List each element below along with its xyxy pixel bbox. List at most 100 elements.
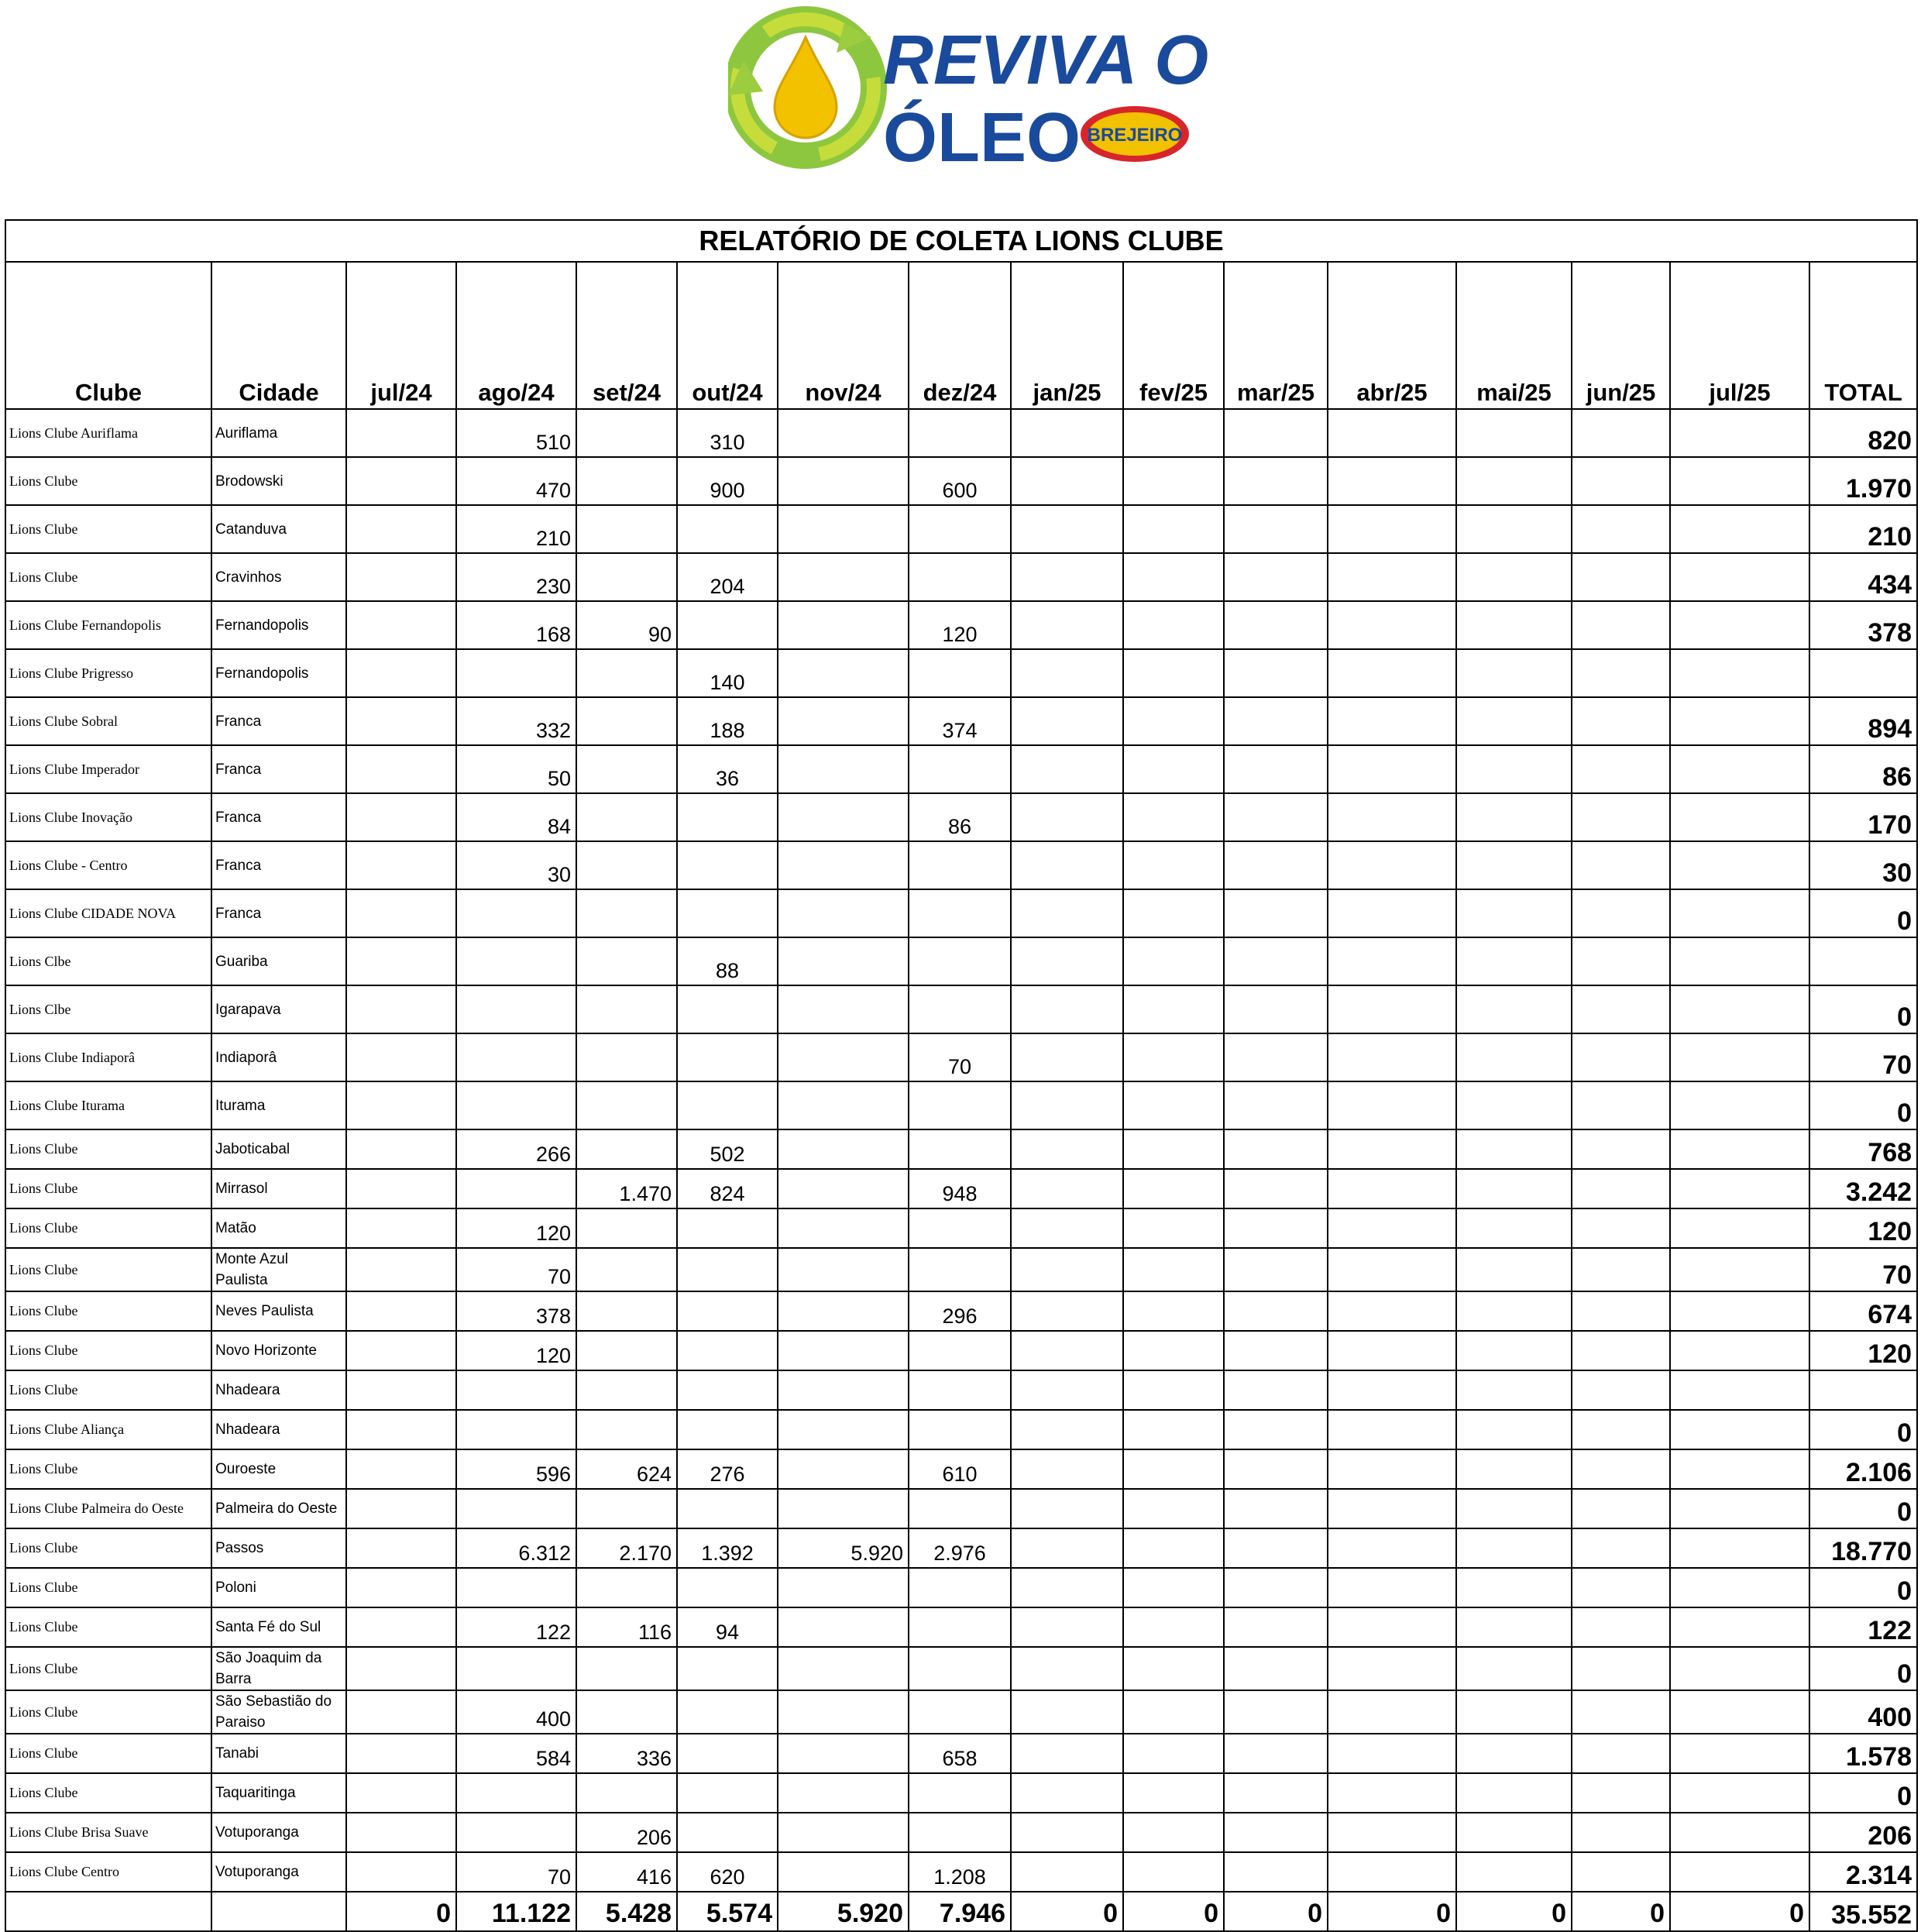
month-value <box>1669 1851 1810 1892</box>
month-value <box>1327 1772 1457 1813</box>
month-value: 1.208 <box>908 1851 1012 1892</box>
month-value <box>1571 1690 1671 1734</box>
table-row: Lions Clube Poloni 0 <box>5 1567 1919 1608</box>
month-value <box>1571 889 1671 938</box>
table-row: Lions Clube Taquaritinga 0 <box>5 1772 1919 1813</box>
month-value <box>676 1812 778 1853</box>
month-value <box>576 456 678 506</box>
month-value <box>1223 1291 1328 1332</box>
month-value <box>1669 985 1810 1034</box>
month-value: 206 <box>576 1812 678 1853</box>
row-total: 378 <box>1808 600 1919 650</box>
report-title: RELATÓRIO DE COLETA LIONS CLUBE <box>4 219 1919 263</box>
month-value <box>777 408 909 458</box>
club-name: Lions Clube Aliança <box>5 1409 212 1450</box>
month-value <box>1122 744 1225 794</box>
table-row: Lions Clube Indiaporâ Indiaporâ 70 70 <box>5 1033 1919 1082</box>
month-value <box>1669 1449 1810 1490</box>
month-value <box>1669 1409 1810 1450</box>
month-total: 0 <box>1669 1891 1810 1932</box>
table-row: Lions Clube Catanduva 210 210 <box>5 504 1919 554</box>
city-name: Matão <box>211 1208 347 1249</box>
month-value <box>1223 696 1328 746</box>
month-value <box>1669 792 1810 842</box>
month-value <box>1571 1291 1671 1332</box>
month-value <box>1327 1291 1457 1332</box>
city-name: São Joaquim da Barra <box>211 1646 347 1691</box>
month-value <box>1455 1409 1572 1450</box>
month-value <box>1571 841 1671 890</box>
column-header: abr/25 <box>1327 261 1457 410</box>
club-name: Lions Clube <box>5 1291 212 1332</box>
month-value <box>1327 552 1457 602</box>
month-value <box>1327 1168 1457 1209</box>
month-value <box>1455 841 1572 890</box>
month-value <box>1571 648 1671 698</box>
month-value <box>908 1129 1012 1170</box>
month-value <box>1571 552 1671 602</box>
city-name: Indiaporâ <box>211 1033 347 1082</box>
table-row: Lions Clube Inovação Franca 84 86 170 <box>5 792 1919 842</box>
city-name: Guariba <box>211 937 347 986</box>
month-value <box>576 1247 678 1292</box>
month-value <box>1223 1208 1328 1249</box>
month-value <box>676 841 778 890</box>
month-value <box>1669 1330 1810 1371</box>
recycle-arrows-icon <box>728 6 887 169</box>
table-row: Lions Clube Matão 120 120 <box>5 1208 1919 1249</box>
month-value: 310 <box>676 408 778 458</box>
month-value: 210 <box>455 504 577 554</box>
month-value: 502 <box>676 1129 778 1170</box>
table-row: Lions Clube Jaboticabal 266 502 768 <box>5 1129 1919 1170</box>
row-total: 768 <box>1808 1129 1919 1170</box>
month-value <box>1455 889 1572 938</box>
month-value: 120 <box>455 1330 577 1371</box>
month-value <box>1010 889 1124 938</box>
month-value <box>345 1646 457 1691</box>
column-header: fev/25 <box>1122 261 1225 410</box>
month-value <box>1571 1247 1671 1292</box>
month-value: 30 <box>455 841 577 890</box>
month-value <box>455 1772 577 1813</box>
row-total: 894 <box>1808 696 1919 746</box>
month-total: 0 <box>1122 1891 1225 1932</box>
month-value <box>1571 1646 1671 1691</box>
month-value <box>1122 600 1225 650</box>
month-value <box>576 1690 678 1734</box>
month-value <box>345 1812 457 1853</box>
month-value <box>1669 1690 1810 1734</box>
row-total: 0 <box>1808 1409 1919 1450</box>
month-value <box>345 792 457 842</box>
month-value <box>1455 1812 1572 1853</box>
month-value <box>1223 504 1328 554</box>
month-value <box>1122 1646 1225 1691</box>
month-value <box>1455 937 1572 986</box>
month-value <box>1571 1409 1671 1450</box>
month-value <box>1455 1488 1572 1529</box>
month-value <box>1223 408 1328 458</box>
month-value <box>1010 1528 1124 1569</box>
table-row: Lions Clube Fernandopolis Fernandopolis 16… <box>5 600 1919 650</box>
month-value <box>1327 937 1457 986</box>
month-value <box>455 1812 577 1853</box>
row-total: 0 <box>1808 985 1919 1034</box>
month-value <box>908 1690 1012 1734</box>
month-total: 0 <box>1327 1891 1457 1932</box>
month-value <box>1122 1370 1225 1411</box>
month-value <box>777 1646 909 1691</box>
table-row: Lions Clube Tanabi 584 336 658 1.578 <box>5 1733 1919 1774</box>
month-value <box>1122 889 1225 938</box>
month-value <box>908 744 1012 794</box>
month-value <box>1122 1129 1225 1170</box>
month-value <box>1122 1812 1225 1853</box>
row-total: 206 <box>1808 1812 1919 1853</box>
month-value <box>1669 600 1810 650</box>
city-name: Franca <box>211 792 347 842</box>
month-value <box>676 889 778 938</box>
month-value <box>1571 1607 1671 1648</box>
month-value: 336 <box>576 1733 678 1774</box>
month-value <box>345 1449 457 1490</box>
month-value: 2.976 <box>908 1528 1012 1569</box>
month-value: 70 <box>455 1851 577 1892</box>
month-value <box>1455 600 1572 650</box>
